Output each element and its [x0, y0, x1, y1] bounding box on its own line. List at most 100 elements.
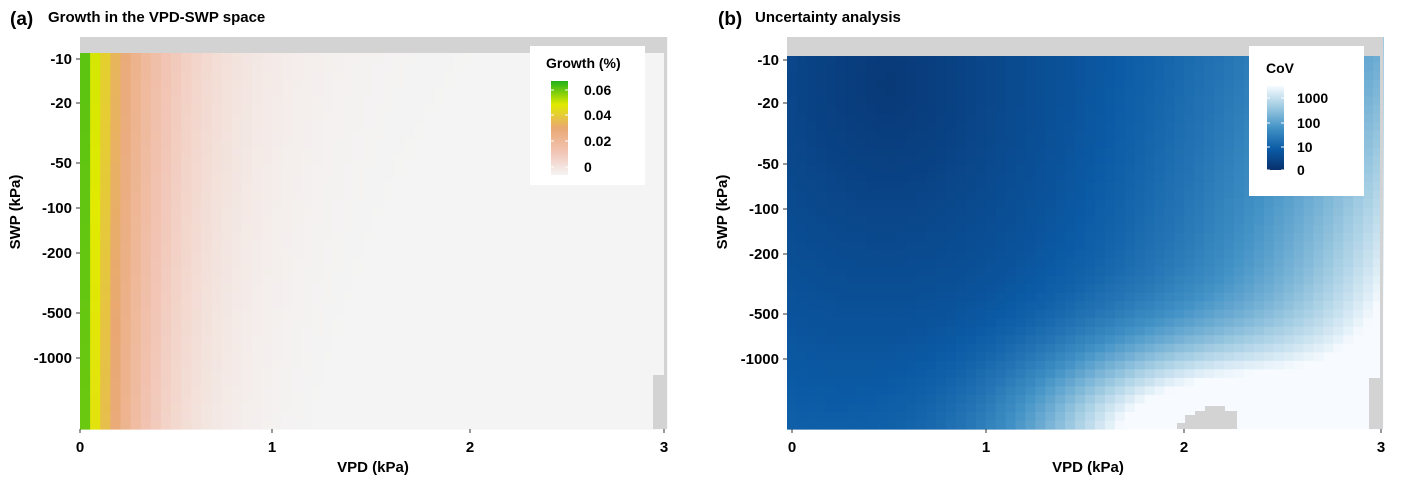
heatmap-cell [1234, 360, 1245, 370]
heatmap-cell [995, 156, 1007, 166]
heatmap-cell [312, 96, 324, 106]
heatmap-cell [505, 156, 516, 166]
heatmap-cell [936, 267, 947, 277]
heatmap-cell [995, 147, 1007, 157]
heatmap-cell [160, 233, 172, 243]
heatmap-cell [975, 352, 987, 362]
heatmap-cell [1035, 335, 1046, 345]
heatmap-cell [1164, 105, 1175, 115]
heatmap-cell [393, 292, 405, 302]
heatmap-cell [646, 79, 658, 89]
heatmap-cell [826, 62, 838, 72]
heatmap-cell [393, 318, 405, 328]
heatmap-cell [383, 173, 395, 183]
heatmap-cell [1224, 190, 1235, 200]
heatmap-cell [515, 130, 526, 140]
heatmap-cell [796, 386, 808, 396]
heatmap-cell [221, 207, 233, 217]
heatmap-cell [343, 352, 354, 362]
heatmap-cell [796, 130, 808, 140]
heatmap-cell [846, 139, 858, 149]
heatmap-cell [975, 96, 987, 106]
heatmap-cell [985, 343, 997, 353]
heatmap-cell [201, 241, 213, 251]
heatmap-cell [826, 105, 838, 115]
heatmap-cell [836, 88, 848, 98]
heatmap-cell [836, 343, 848, 353]
heatmap-cell [1224, 377, 1235, 387]
heatmap-cell [130, 318, 142, 328]
heatmap-cell [1214, 62, 1225, 72]
heatmap-cell [636, 394, 648, 405]
heatmap-cell [796, 309, 808, 319]
heatmap-cell [120, 403, 132, 413]
heatmap-cell [985, 181, 997, 191]
heatmap-cell [836, 96, 848, 106]
heatmap-cell [616, 241, 628, 251]
heatmap-cell [916, 62, 927, 72]
heatmap-cell [353, 54, 364, 64]
heatmap-cell [373, 233, 385, 243]
heatmap-cell [484, 233, 496, 243]
heatmap-cell [140, 386, 152, 396]
heatmap-cell [1104, 122, 1116, 132]
heatmap-cell [1085, 241, 1096, 251]
heatmap-cell [80, 215, 91, 226]
heatmap-cell [160, 96, 172, 106]
heatmap-cell [1005, 54, 1017, 64]
heatmap-cell [586, 207, 597, 217]
heatmap-cell [252, 181, 263, 191]
heatmap-cell [555, 267, 567, 277]
heatmap-cell [474, 71, 486, 81]
heatmap-cell [1035, 224, 1046, 234]
heatmap-cell [1094, 420, 1106, 430]
heatmap-cell [454, 369, 466, 379]
heatmap-cell [393, 377, 405, 387]
heatmap-cell [90, 181, 101, 191]
heatmap-cell [312, 250, 324, 260]
heatmap-cell [1075, 105, 1086, 115]
heatmap-cell [1204, 147, 1215, 157]
heatmap-cell [1253, 394, 1265, 405]
heatmap-cell [494, 181, 506, 191]
heatmap-cell [826, 96, 838, 106]
heatmap-cell [896, 394, 907, 405]
heatmap-cell [636, 309, 648, 319]
heatmap-cell [856, 369, 868, 379]
heatmap-cell [211, 156, 223, 166]
heatmap-cell [856, 113, 868, 123]
heatmap-cell [945, 207, 957, 217]
heatmap-cell [626, 411, 638, 422]
heatmap-cell [796, 318, 808, 328]
heatmap-cell [434, 54, 445, 64]
heatmap-cell [816, 250, 828, 260]
heatmap-cell [221, 326, 233, 336]
heatmap-cell [191, 173, 203, 183]
heatmap-cell [1243, 369, 1255, 379]
heatmap-cell [586, 369, 597, 379]
heatmap-cell [1234, 301, 1245, 311]
heatmap-cell [1005, 181, 1017, 191]
heatmap-cell [494, 96, 506, 106]
heatmap-cell [586, 377, 597, 387]
heatmap-cell [100, 79, 111, 89]
heatmap-cell [626, 360, 638, 370]
heatmap-cell [636, 335, 648, 345]
heatmap-cell [130, 147, 142, 157]
heatmap-cell [876, 360, 887, 370]
heatmap-cell [130, 215, 142, 226]
heatmap-cell [1094, 309, 1106, 319]
heatmap-cell [140, 352, 152, 362]
heatmap-cell [1263, 233, 1275, 243]
heatmap-cell [454, 79, 466, 89]
heatmap-cell [896, 403, 907, 413]
heatmap-cell [1224, 139, 1235, 149]
heatmap-cell [1075, 181, 1086, 191]
heatmap-cell [171, 71, 182, 81]
heatmap-cell [373, 403, 385, 413]
heatmap-cell [926, 284, 937, 294]
heatmap-cell [322, 258, 334, 268]
heatmap-cell [252, 309, 263, 319]
heatmap-cell [846, 113, 858, 123]
heatmap-cell [1065, 156, 1076, 166]
